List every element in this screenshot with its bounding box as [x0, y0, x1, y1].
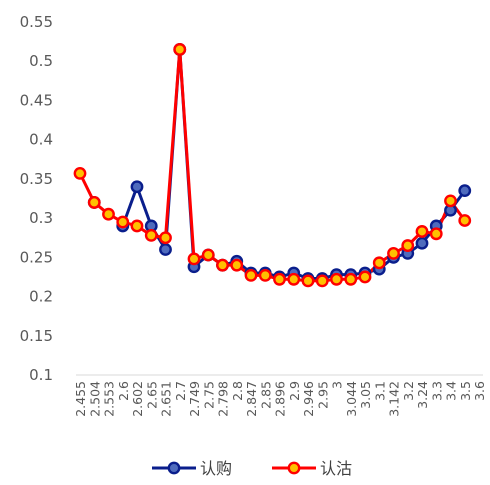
- data-point: [159, 243, 172, 256]
- legend: 认购 认沽: [152, 459, 352, 478]
- y-tick-label: 0.55: [20, 13, 53, 31]
- x-axis: 2.455 2.504 2.553 2.6 2.602 2.65 2.651 2.7 2.749…: [73, 381, 487, 417]
- legend-label: 认沽: [320, 459, 352, 478]
- x-tick-label: 3.05: [358, 381, 373, 409]
- y-axis: 0.1 0.15 0.2 0.25 0.3 0.35 0.4 0.45 0.5 0.55: [20, 13, 53, 384]
- data-point: [444, 194, 457, 208]
- data-point: [344, 272, 358, 286]
- legend-marker-swatch: [287, 461, 301, 475]
- data-point: [372, 256, 386, 270]
- data-point: [159, 231, 172, 245]
- x-tick-label: 3.24: [415, 381, 430, 409]
- x-tick-label: 2.75: [201, 381, 216, 409]
- y-tick-label: 0.1: [29, 366, 53, 384]
- data-point: [429, 227, 443, 241]
- data-point: [415, 236, 429, 250]
- x-tick-label: 2.602: [130, 381, 145, 417]
- x-tick-label: 3.044: [344, 381, 359, 417]
- y-tick-label: 0.25: [20, 248, 53, 266]
- series-line-1: [78, 47, 466, 283]
- data-point: [116, 215, 130, 229]
- legend-marker-swatch: [167, 461, 181, 475]
- x-tick-label: 3.6: [472, 381, 487, 401]
- y-tick-label: 0.45: [20, 91, 53, 109]
- data-point: [173, 43, 187, 56]
- x-tick-label: 2.946: [301, 381, 316, 417]
- data-point: [244, 268, 258, 282]
- x-tick-label: 3.4: [444, 381, 459, 401]
- x-tick-label: 3.1: [372, 381, 387, 401]
- x-tick-label: 2.798: [216, 381, 231, 417]
- x-tick-label: 3.142: [387, 381, 402, 417]
- x-tick-label: 2.847: [244, 381, 259, 417]
- x-tick-label: 2.504: [87, 381, 102, 417]
- legend-item-1: 认沽: [272, 459, 352, 478]
- data-point: [387, 247, 400, 260]
- y-tick-label: 0.15: [20, 327, 53, 345]
- data-point: [130, 180, 144, 194]
- y-tick-label: 0.4: [29, 131, 53, 149]
- x-tick-label: 2.896: [273, 381, 288, 417]
- x-tick-label: 3: [330, 381, 345, 389]
- x-tick-label: 2.455: [73, 381, 88, 417]
- data-point: [87, 196, 101, 209]
- x-tick-label: 2.749: [187, 381, 202, 417]
- data-point: [102, 207, 115, 221]
- data-point: [287, 272, 301, 286]
- y-tick-label: 0.3: [29, 209, 53, 227]
- data-point: [401, 239, 415, 252]
- data-point: [458, 184, 472, 198]
- x-tick-label: 2.8: [230, 381, 245, 401]
- x-tick-label: 2.95: [315, 381, 330, 409]
- data-point: [187, 252, 201, 266]
- series-markers: [73, 43, 472, 288]
- data-point: [230, 258, 244, 272]
- x-tick-label: 2.7: [173, 381, 188, 401]
- data-point: [258, 268, 272, 282]
- data-point: [358, 270, 372, 284]
- y-tick-label: 0.5: [29, 52, 53, 70]
- y-tick-label: 0.2: [29, 288, 53, 306]
- x-tick-label: 2.6: [116, 381, 131, 401]
- legend-item-0: 认购: [152, 459, 232, 478]
- x-tick-label: 2.553: [102, 381, 117, 417]
- x-tick-label: 2.65: [144, 381, 159, 409]
- data-point: [201, 248, 215, 262]
- data-point: [144, 228, 158, 242]
- x-tick-label: 2.85: [258, 381, 273, 409]
- data-point: [130, 219, 144, 233]
- y-tick-label: 0.35: [20, 170, 53, 188]
- data-point: [415, 225, 429, 238]
- data-point: [330, 272, 343, 286]
- data-point: [73, 166, 87, 180]
- data-point: [301, 274, 315, 288]
- data-point: [216, 258, 229, 272]
- data-point: [273, 272, 286, 286]
- data-point: [315, 274, 329, 288]
- x-tick-label: 2.651: [159, 381, 174, 417]
- x-tick-label: 3.5: [458, 381, 473, 401]
- x-tick-label: 3.3: [429, 381, 444, 401]
- data-point: [458, 214, 472, 227]
- x-tick-label: 3.2: [401, 381, 416, 401]
- x-tick-label: 2.9: [287, 381, 302, 401]
- legend-label: 认购: [200, 459, 232, 478]
